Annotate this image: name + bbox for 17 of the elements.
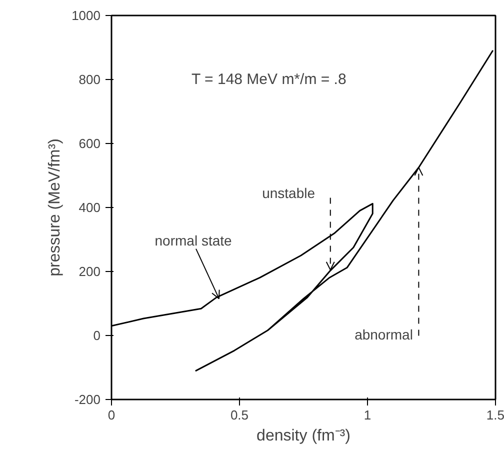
- x-tick-label: 1: [364, 408, 372, 422]
- y-tick-label: 200: [78, 264, 101, 279]
- x-tick-label: 0.5: [230, 408, 249, 422]
- y-tick-label: 400: [78, 200, 101, 215]
- y-tick-label: -200: [74, 392, 101, 407]
- annotation: T = 148 MeV m*/m = .8: [192, 71, 346, 88]
- annotation: abnormal: [354, 326, 413, 343]
- annotation: unstable: [262, 185, 316, 202]
- y-tick-label: 0: [93, 328, 101, 343]
- x-tick-label: 1.5: [486, 408, 504, 422]
- y-axis-title: pressure (MeV/fm³): [46, 138, 64, 276]
- y-tick-label: 800: [78, 72, 101, 87]
- x-tick-label: 0: [108, 408, 116, 422]
- annotation: normal state: [154, 232, 232, 248]
- x-axis-title: density (fm⁻³): [256, 428, 350, 444]
- y-tick-label: 600: [78, 136, 101, 151]
- y-tick-label: 1000: [72, 8, 100, 23]
